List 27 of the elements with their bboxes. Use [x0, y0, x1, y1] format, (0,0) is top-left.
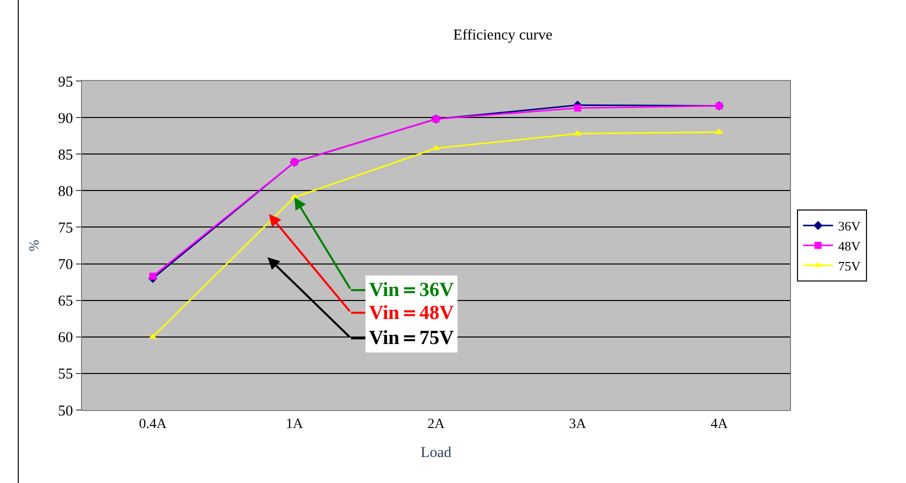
x-tick-label: 4A [710, 416, 729, 432]
annotation: Vin＝36V [369, 279, 454, 301]
y-tick-label: 95 [58, 74, 73, 90]
x-tick-label: 1A [286, 416, 304, 432]
x-tick-label: 0.4A [138, 416, 168, 432]
x-tick-label: 2A [427, 416, 446, 432]
annotation: Vin＝75V [369, 327, 454, 349]
y-tick-label: 50 [58, 403, 73, 420]
y-tick-label: 75 [58, 220, 73, 236]
legend-label: 36V [838, 218, 862, 234]
x-axis-title: Load [420, 444, 452, 461]
point [574, 104, 582, 112]
point [149, 272, 156, 280]
y-tick-label: 90 [58, 110, 73, 127]
annotation: Vin＝48V [369, 302, 454, 324]
y-axis-title: % [28, 239, 43, 252]
y-tick-label: 55 [58, 366, 73, 383]
y-tick-label: 60 [58, 330, 73, 346]
y-tick-label: 85 [58, 147, 73, 164]
y-tick-label: 65 [58, 294, 73, 310]
legend-label: 75V [838, 258, 862, 274]
legend-label: 48V [838, 238, 862, 254]
y-tick-label: 70 [58, 257, 73, 274]
point [148, 333, 157, 339]
x-tick-label: 3A [569, 416, 588, 432]
y-tick-label: 80 [58, 184, 73, 200]
chart-title: Efficiency curve [453, 27, 553, 44]
